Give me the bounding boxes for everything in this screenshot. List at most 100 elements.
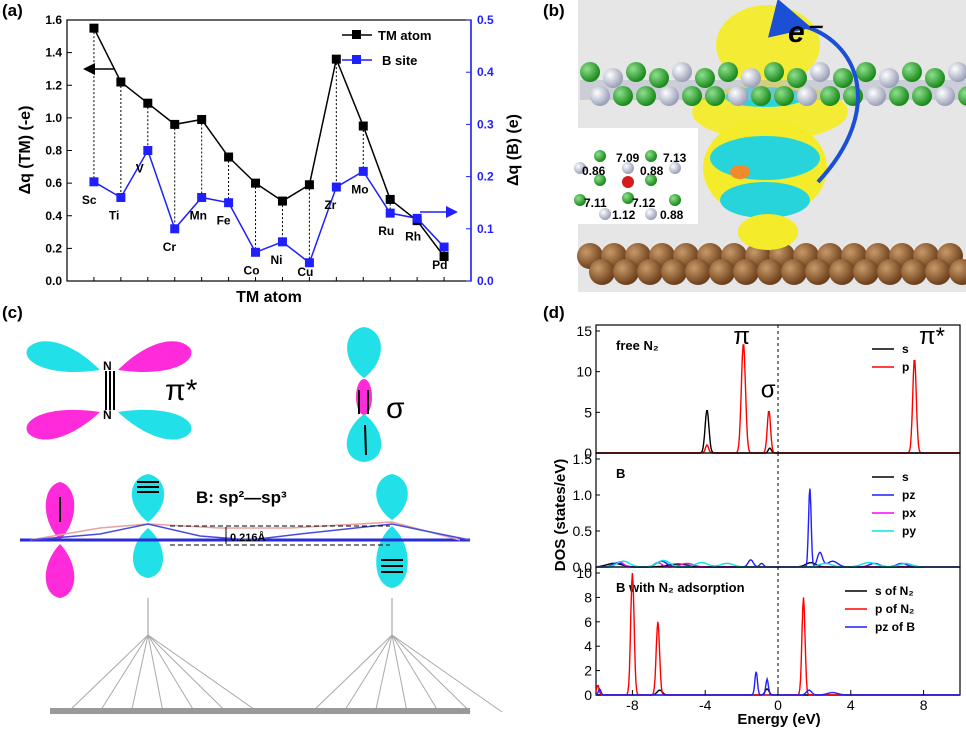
graphene-atom — [672, 62, 692, 82]
graphene-atom — [728, 86, 748, 106]
substrate-atom — [925, 259, 951, 285]
y-tick-label: 2 — [584, 663, 592, 679]
left-tick-label: 0.6 — [45, 176, 62, 190]
graphene-atom — [705, 86, 725, 106]
tm-point — [385, 194, 395, 204]
y-tick-label: 0.0 — [573, 559, 593, 575]
support-line — [147, 634, 164, 713]
tm-point — [277, 196, 287, 206]
hybridization-label: B: sp²—sp³ — [196, 488, 287, 507]
inset-atom — [669, 194, 681, 206]
left-tick-label: 0.8 — [45, 144, 62, 158]
category-label: Fe — [217, 214, 231, 228]
x-tick-label: -4 — [699, 697, 712, 713]
panel-a-label: (a) — [2, 1, 23, 20]
x-tick-label: 8 — [920, 697, 928, 713]
charge-label-7: 1.12 — [612, 208, 636, 222]
b-site-point — [197, 192, 207, 202]
electron-transfer-arrow — [767, 0, 860, 184]
support-line — [391, 634, 440, 713]
substrate-atom — [613, 259, 639, 285]
legend-label-tm: TM atom — [378, 28, 431, 43]
tm-point — [439, 252, 449, 262]
left-tick-label: 1.6 — [45, 13, 62, 27]
distance-label: 0.216Å — [230, 531, 266, 544]
b-sp3-orbital-right — [376, 474, 408, 588]
legend-label: pz of B — [875, 620, 915, 634]
support-line — [147, 634, 196, 713]
b-site-point — [385, 208, 395, 218]
substrate-atom — [661, 259, 687, 285]
support-line — [391, 634, 503, 713]
graphene-atom — [636, 86, 656, 106]
charge-label-4: 0.88 — [640, 164, 664, 178]
electron-label: e⁻ — [788, 16, 824, 49]
charge-label-6: 7.12 — [632, 196, 656, 210]
graphene-atom — [856, 62, 876, 82]
right-axis-label: Δq (B) (e) — [505, 114, 522, 186]
y-tick-label: 15 — [576, 323, 592, 339]
left-tick-label: 0.4 — [45, 209, 62, 223]
support-line — [147, 634, 227, 713]
substrate-bar — [50, 708, 470, 714]
left-axis-ticks: 0.0 0.2 0.4 0.6 0.8 1.0 1.2 1.4 1.6 — [45, 13, 72, 288]
b-site-line — [93, 148, 445, 264]
y-tick-label: 0 — [584, 687, 592, 703]
category-labels: Sc Ti V Cr Mn Fe Co Ni Cu Zr Mo Ru Rh Pd — [82, 162, 447, 280]
graphene-atom — [590, 86, 610, 106]
tm-point — [331, 54, 341, 64]
inset-atom — [594, 150, 606, 162]
inset-atom — [645, 174, 657, 186]
graphene-atom — [820, 86, 840, 106]
x-tick-label: -8 — [626, 697, 639, 713]
charge-label-5: 7.11 — [584, 196, 607, 210]
support-line — [391, 634, 471, 713]
support-line — [130, 634, 149, 713]
legend-label: s — [902, 342, 909, 356]
category-label: V — [136, 162, 144, 176]
graphene-atom — [741, 68, 761, 88]
substrate-wireframe — [50, 598, 503, 714]
graphene-atom — [774, 86, 794, 106]
subplot-label: B — [616, 466, 625, 481]
b-site-point — [224, 198, 234, 208]
inset-atom — [669, 162, 681, 174]
graphene-atom — [843, 86, 863, 106]
x-tick-label: 0 — [774, 697, 782, 713]
graphene-atom — [935, 86, 955, 106]
b-site-point — [358, 166, 368, 176]
graphene-atom — [626, 62, 646, 82]
n-atom-top: N — [103, 359, 112, 373]
y-tick-label: 0 — [584, 445, 592, 461]
inset-atom — [622, 192, 634, 204]
b-site-point — [170, 224, 180, 234]
graphene-atom — [718, 62, 738, 82]
y-tick-label: 5 — [584, 404, 592, 420]
pi-star-orbital: N N π* — [26, 341, 198, 440]
b-site-point — [143, 146, 153, 155]
panel-b-label: (b) — [543, 1, 565, 20]
subplot-label: free N₂ — [616, 338, 659, 353]
left-tick-label: 0.0 — [45, 274, 62, 288]
graphene-atom — [649, 68, 669, 88]
category-label: Ru — [378, 224, 394, 238]
b-site-point — [304, 258, 314, 268]
right-tick-label: 0.4 — [477, 65, 494, 79]
graphene-atom — [580, 62, 600, 82]
category-label: Cr — [163, 240, 177, 254]
left-axis-label: Δq (TM) (-e) — [17, 106, 34, 195]
graphene-atom — [764, 62, 784, 82]
b-site-point — [439, 242, 449, 252]
b-pz-orbital-left — [45, 482, 75, 598]
graphene-atom — [810, 62, 830, 82]
tm-point — [224, 152, 234, 162]
energy-axis-label: Energy (eV) — [737, 711, 820, 728]
left-tick-label: 0.2 — [45, 241, 62, 255]
inset-atom — [599, 208, 611, 220]
right-axis-ticks: 0.0 0.1 0.2 0.3 0.4 0.5 — [93, 13, 494, 288]
charge-inset: 7.09 7.13 0.86 0.88 7.11 7.12 1.12 0.88 — [562, 128, 698, 224]
legend-label: pz — [902, 488, 915, 502]
right-tick-label: 0.5 — [477, 13, 494, 27]
legend-marker-b — [352, 55, 361, 64]
substrate-atom — [589, 259, 615, 285]
